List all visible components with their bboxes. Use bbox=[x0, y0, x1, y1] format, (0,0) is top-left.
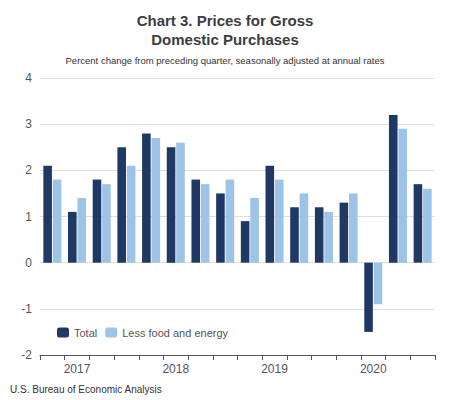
svg-text:2: 2 bbox=[25, 163, 32, 177]
svg-text:Percent change from preceding: Percent change from preceding quarter, s… bbox=[66, 55, 385, 66]
svg-text:-1: -1 bbox=[21, 302, 32, 316]
svg-text:2018: 2018 bbox=[162, 362, 189, 376]
svg-text:4: 4 bbox=[25, 71, 32, 85]
svg-text:-2: -2 bbox=[21, 348, 32, 362]
svg-text:Less food and energy: Less food and energy bbox=[122, 327, 228, 339]
svg-text:2019: 2019 bbox=[261, 362, 288, 376]
svg-text:2017: 2017 bbox=[64, 362, 91, 376]
svg-text:Chart 3. Prices for Gross: Chart 3. Prices for Gross bbox=[137, 12, 314, 29]
svg-text:U.S. Bureau of Economic Analys: U.S. Bureau of Economic Analysis bbox=[10, 384, 162, 395]
svg-text:Domestic Purchases: Domestic Purchases bbox=[151, 31, 299, 48]
svg-text:1: 1 bbox=[25, 210, 32, 224]
svg-text:Total: Total bbox=[74, 327, 97, 339]
svg-text:0: 0 bbox=[25, 256, 32, 270]
svg-text:3: 3 bbox=[25, 117, 32, 131]
svg-text:2020: 2020 bbox=[360, 362, 387, 376]
